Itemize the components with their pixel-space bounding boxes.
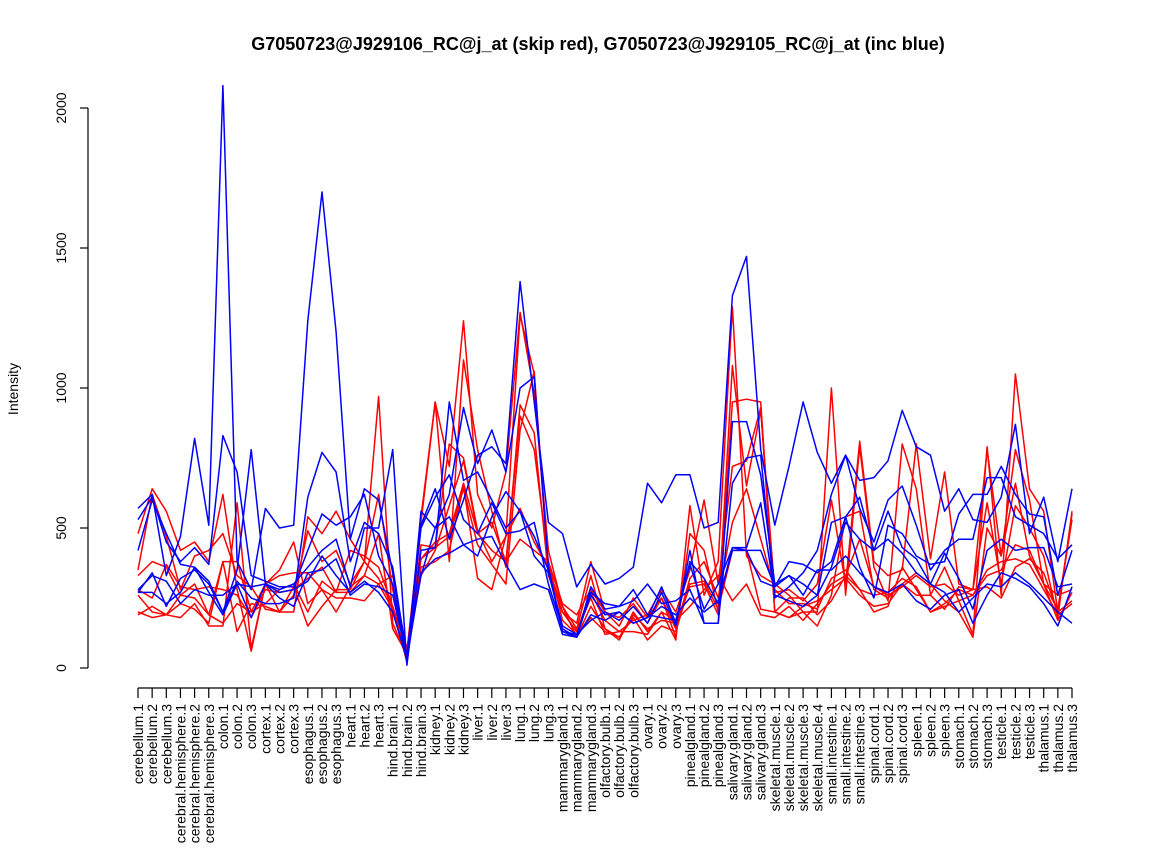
series-line-1 (137, 306, 1073, 652)
x-tick-label: colon.3 (243, 704, 259, 749)
x-tick-label: spinal.cord.3 (894, 704, 910, 784)
x-tick-label: spinal.cord.2 (880, 704, 896, 784)
x-tick-label: lung.3 (540, 704, 556, 742)
x-tick-label: kidney.2 (441, 704, 457, 755)
x-tick-label: pinealgland.3 (710, 704, 726, 788)
x-tick-label: heart.3 (371, 704, 387, 748)
y-tick-label: 500 (53, 516, 69, 540)
x-tick-label: skeletal.muscle.2 (781, 704, 797, 812)
x-tick-label: esophagus.2 (314, 704, 330, 784)
x-tick-label: lung.1 (512, 704, 528, 742)
y-axis: 0 500 1000 1500 2000 (53, 92, 89, 672)
x-tick-label: spinal.cord.1 (866, 704, 882, 784)
x-tick-label: thalamus.3 (1064, 704, 1080, 773)
x-tick-label: mammarygland.1 (555, 704, 571, 812)
x-tick-label: colon.1 (215, 704, 231, 749)
series-line-6 (137, 415, 1073, 658)
y-tick-label: 2000 (53, 92, 69, 123)
x-tick-label: olfactory.bulb.2 (611, 704, 627, 798)
x-axis: cerebellum.1cerebellum.2cerebellum.3cere… (130, 687, 1080, 844)
series-line-8 (137, 84, 1073, 661)
x-tick-label: mammarygland.3 (583, 704, 599, 812)
x-tick-label: cerebellum.1 (130, 704, 146, 784)
x-tick-label: spleen.2 (922, 704, 938, 757)
series-line-11 (137, 451, 1073, 658)
x-tick-label: heart.1 (342, 704, 358, 748)
x-tick-label: skeletal.muscle.3 (795, 704, 811, 812)
x-tick-label: ovary.1 (639, 704, 655, 749)
x-tick-label: salivary.gland.3 (753, 704, 769, 800)
x-tick-label: salivary.gland.1 (724, 704, 740, 800)
series-line-13 (137, 490, 1073, 658)
x-tick-label: kidney.1 (427, 704, 443, 755)
x-tick-label: cortex.2 (272, 704, 288, 754)
series-line-12 (138, 535, 1073, 661)
x-tick-label: stomach.1 (951, 704, 967, 769)
x-tick-label: liver.3 (498, 704, 514, 741)
series-line-9 (137, 376, 1073, 664)
x-tick-label: esophagus.1 (300, 704, 316, 784)
y-axis-label: Intensity (5, 363, 21, 415)
x-tick-label: cerebellum.2 (144, 704, 160, 784)
x-tick-label: heart.2 (356, 704, 372, 748)
x-tick-label: thalamus.1 (1036, 704, 1052, 773)
x-tick-label: salivary.gland.2 (739, 704, 755, 800)
x-tick-label: thalamus.2 (1050, 704, 1066, 773)
x-tick-label: spleen.1 (908, 704, 924, 757)
x-tick-label: mammarygland.2 (569, 704, 585, 812)
x-tick-label: skeletal.muscle.1 (767, 704, 783, 812)
x-tick-label: olfactory.bulb.1 (597, 704, 613, 798)
x-tick-label: testicle.2 (1007, 704, 1023, 759)
x-tick-label: stomach.2 (965, 704, 981, 769)
x-tick-label: cortex.3 (286, 704, 302, 754)
x-tick-label: colon.2 (229, 704, 245, 749)
x-tick-label: testicle.1 (993, 704, 1009, 759)
chart-title: G7050723@J929106_RC@j_at (skip red), G70… (251, 34, 945, 54)
x-tick-label: ovary.3 (668, 704, 684, 749)
x-tick-label: pinealgland.1 (682, 704, 698, 788)
x-tick-label: hind.brain.1 (385, 704, 401, 777)
x-tick-label: pinealgland.2 (696, 704, 712, 788)
x-tick-label: lung.2 (526, 704, 542, 742)
x-tick-label: spleen.3 (937, 704, 953, 757)
x-tick-label: small.intestine.2 (838, 704, 854, 805)
x-tick-label: hind.brain.2 (399, 704, 415, 777)
x-tick-label: kidney.3 (455, 704, 471, 755)
x-tick-label: cerebellum.3 (158, 704, 174, 784)
x-tick-label: esophagus.3 (328, 704, 344, 784)
x-tick-label: ovary.2 (654, 704, 670, 749)
x-tick-label: olfactory.bulb.3 (625, 704, 641, 798)
y-tick-label: 1500 (53, 232, 69, 263)
x-tick-label: liver.2 (484, 704, 500, 741)
x-tick-label: cerebral.hemisphere.3 (201, 704, 217, 844)
x-tick-label: cerebral.hemisphere.1 (172, 704, 188, 844)
x-tick-label: cerebral.hemisphere.2 (187, 704, 203, 844)
y-tick-label: 0 (53, 664, 69, 672)
x-tick-label: small.intestine.1 (823, 704, 839, 805)
y-tick-label: 1000 (53, 372, 69, 403)
series-line-7 (137, 460, 1073, 652)
x-tick-label: skeletal.muscle.4 (809, 704, 825, 812)
x-tick-label: testicle.3 (1022, 704, 1038, 759)
series-line-5 (137, 485, 1073, 655)
x-tick-label: stomach.3 (979, 704, 995, 769)
x-tick-label: liver.1 (470, 704, 486, 741)
x-tick-label: small.intestine.3 (852, 704, 868, 805)
series-layer (137, 84, 1073, 666)
series-line-10 (137, 401, 1073, 666)
x-tick-label: cortex.1 (257, 704, 273, 754)
x-tick-label: hind.brain.3 (413, 704, 429, 777)
